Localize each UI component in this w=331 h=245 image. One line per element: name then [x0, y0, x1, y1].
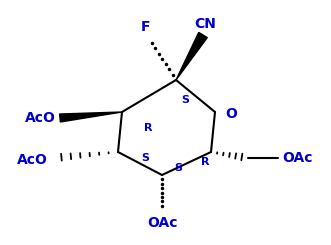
Text: O: O: [225, 107, 237, 121]
Polygon shape: [176, 32, 207, 80]
Text: S: S: [181, 95, 189, 105]
Polygon shape: [60, 112, 122, 122]
Text: S: S: [141, 153, 149, 163]
Text: S: S: [174, 163, 182, 173]
Text: OAc: OAc: [147, 216, 177, 230]
Text: CN: CN: [194, 17, 216, 31]
Text: OAc: OAc: [282, 151, 312, 165]
Text: R: R: [144, 123, 152, 133]
Text: R: R: [201, 157, 209, 167]
Text: AcO: AcO: [25, 111, 56, 125]
Text: AcO: AcO: [17, 153, 48, 167]
Text: F: F: [141, 20, 151, 34]
